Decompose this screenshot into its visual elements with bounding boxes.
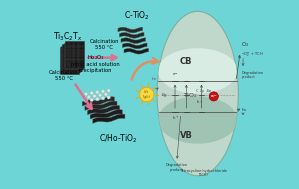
Circle shape xyxy=(107,89,110,92)
Text: CB: CB xyxy=(180,57,193,66)
Polygon shape xyxy=(90,110,122,119)
Circle shape xyxy=(84,92,88,96)
Circle shape xyxy=(96,91,99,94)
Text: O$_2$: O$_2$ xyxy=(241,40,249,49)
Polygon shape xyxy=(88,105,120,115)
Text: C-TiO$_2$: C-TiO$_2$ xyxy=(124,9,150,22)
Circle shape xyxy=(93,94,96,98)
Bar xyxy=(64,43,83,69)
Text: Tetracycline hydrochloride
(TCH): Tetracycline hydrochloride (TCH) xyxy=(180,169,227,177)
Text: C/Ho-TiO$_2$: C/Ho-TiO$_2$ xyxy=(99,132,138,145)
Text: Eg: Eg xyxy=(162,93,167,98)
Bar xyxy=(61,46,80,72)
Text: h$^+$: h$^+$ xyxy=(173,114,179,122)
Polygon shape xyxy=(123,43,147,49)
Text: h$_+$: h$_+$ xyxy=(196,98,203,106)
Bar xyxy=(62,44,81,71)
Bar xyxy=(60,47,79,74)
Circle shape xyxy=(90,98,93,102)
Polygon shape xyxy=(119,33,144,38)
Ellipse shape xyxy=(158,48,237,94)
Text: e$^-$: e$^-$ xyxy=(173,72,179,78)
Circle shape xyxy=(98,94,102,97)
Polygon shape xyxy=(93,114,125,123)
FancyArrowPatch shape xyxy=(132,58,158,80)
Text: Calcination
550 °C: Calcination 550 °C xyxy=(89,39,119,50)
Ellipse shape xyxy=(157,11,238,176)
Polygon shape xyxy=(118,27,143,33)
Polygon shape xyxy=(121,38,146,43)
Circle shape xyxy=(104,93,108,96)
Text: Degradation
product: Degradation product xyxy=(241,70,263,79)
Text: C 2p: C 2p xyxy=(196,89,204,93)
Circle shape xyxy=(96,97,99,101)
Circle shape xyxy=(84,99,88,102)
Circle shape xyxy=(139,87,154,102)
Circle shape xyxy=(101,97,105,100)
Circle shape xyxy=(90,91,93,95)
Text: VB: VB xyxy=(180,131,193,140)
Text: TiO$_2$: TiO$_2$ xyxy=(183,91,198,100)
Circle shape xyxy=(107,96,110,99)
Text: Calcination
550 °C: Calcination 550 °C xyxy=(49,70,78,81)
Text: •O$_2^-$ + TCH: •O$_2^-$ + TCH xyxy=(241,50,264,58)
Polygon shape xyxy=(85,101,117,110)
Text: Ti$_3$C$_2$T$_x$: Ti$_3$C$_2$T$_x$ xyxy=(54,30,83,43)
Text: h$_a$: h$_a$ xyxy=(241,107,247,114)
Text: -4e: -4e xyxy=(206,89,212,93)
Circle shape xyxy=(87,95,91,99)
Text: hv: hv xyxy=(152,77,157,81)
Text: Vis
light: Vis light xyxy=(143,90,151,99)
Polygon shape xyxy=(124,48,149,54)
Text: Ho$_2$O$_3$
nitric acid solution
precipitation: Ho$_2$O$_3$ nitric acid solution precipi… xyxy=(71,53,120,73)
Text: Degradation
product: Degradation product xyxy=(166,163,188,172)
Circle shape xyxy=(101,90,105,93)
Circle shape xyxy=(209,92,218,101)
Polygon shape xyxy=(82,97,114,106)
Text: e$^-$: e$^-$ xyxy=(210,93,218,100)
Ellipse shape xyxy=(158,96,237,144)
Bar xyxy=(65,41,84,68)
